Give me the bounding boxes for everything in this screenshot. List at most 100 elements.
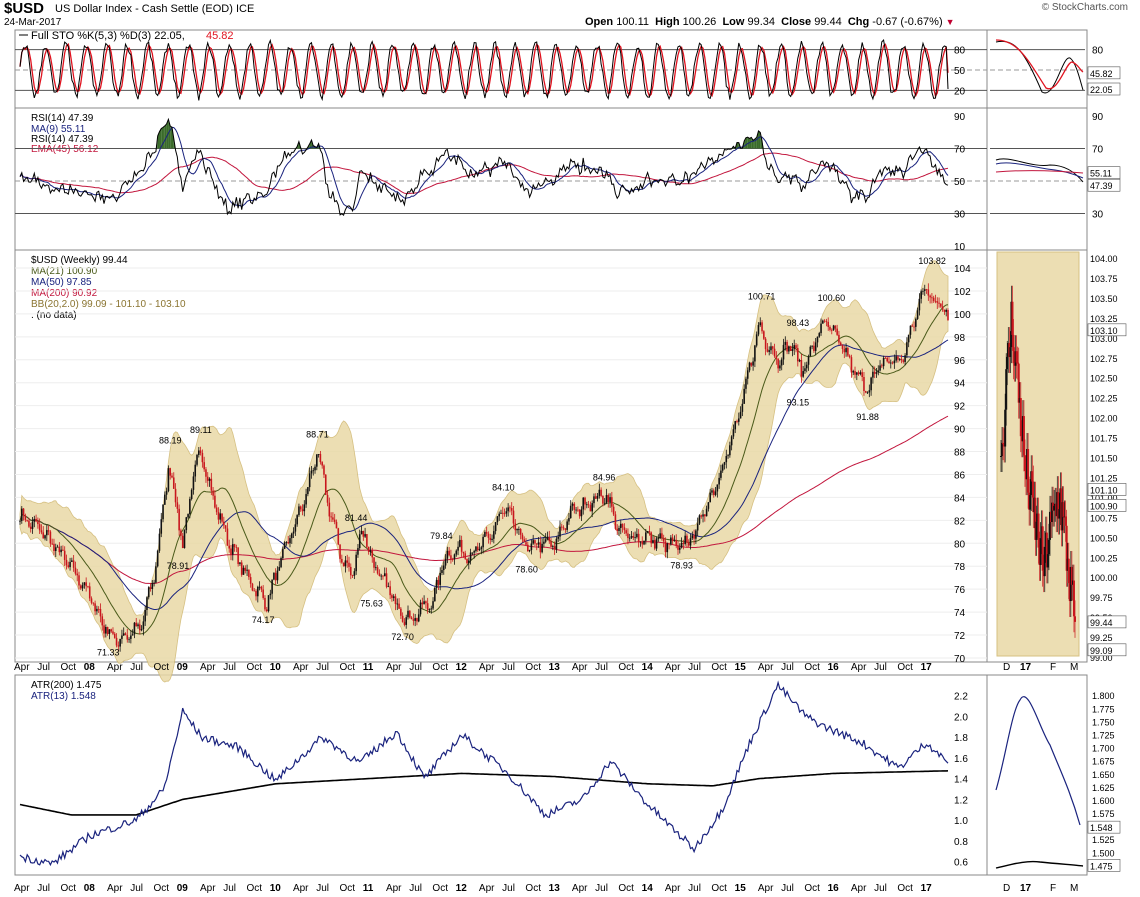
ohlc-summary: Open 100.11 High 100.26 Low 99.34 Close …: [585, 16, 955, 28]
inset-candle-body: [1062, 502, 1065, 518]
candle-body: [636, 533, 638, 538]
x-tick-price: Apr: [758, 662, 774, 673]
candle-body: [196, 454, 198, 465]
candle-body: [566, 521, 568, 530]
price-legend-title: $USD (Weekly) 99.44: [31, 255, 128, 266]
candle-body: [884, 357, 887, 359]
x-tick-price: Jul: [37, 662, 50, 673]
candle-body: [473, 551, 475, 553]
atr-y-tick: 1.4: [954, 775, 968, 786]
candle-body: [348, 562, 350, 567]
rsi-inset-ma: [995, 162, 1084, 179]
candle-body: [201, 452, 204, 463]
candle-body: [594, 496, 597, 499]
rsi-inset-line: [995, 158, 1084, 183]
inset-candle-body: [1065, 525, 1068, 571]
price-legend-ma21: MA(21) 100.90: [31, 266, 98, 277]
candle-body: [541, 543, 543, 553]
candle-body: [553, 546, 556, 550]
candle-body: [246, 569, 248, 571]
inset-y-tick: 104.00: [1090, 254, 1118, 264]
candle-body: [303, 504, 306, 512]
inset-candle-body: [1013, 363, 1016, 366]
inset-y-tick: 100.00: [1090, 573, 1118, 583]
candle-body: [729, 445, 731, 456]
x-tick-atr: Oct: [60, 883, 76, 894]
candle-body: [637, 533, 640, 543]
x-tick-price: 14: [642, 662, 654, 673]
rsi-ema-line: [19, 152, 949, 195]
candle-body: [746, 370, 749, 379]
candle-body: [501, 512, 504, 514]
candle-body: [666, 543, 669, 553]
candle-body: [916, 310, 919, 319]
candle-body: [627, 533, 629, 539]
inset-candle-body: [1046, 554, 1049, 568]
atr-inset-tick: 1.725: [1092, 731, 1115, 741]
candle-body: [360, 530, 363, 535]
price-y-tick: 90: [954, 425, 966, 436]
price-legend-ma200: MA(200) 90.92: [31, 288, 98, 299]
candle-body: [387, 586, 390, 588]
inset-candle-body: [1008, 342, 1011, 358]
high-value: 100.26: [682, 16, 717, 28]
x-tick-atr: Jul: [316, 883, 329, 894]
rsi-overbought-fill: [737, 142, 739, 149]
candle-body: [221, 513, 223, 522]
candle-body: [568, 518, 570, 522]
x-tick-atr: Oct: [339, 883, 355, 894]
candle-body: [770, 346, 772, 351]
atr-inset-tick: 1.625: [1092, 783, 1115, 793]
candle-body: [904, 355, 906, 362]
candle-body: [698, 515, 701, 524]
price-annotation-88.71: 88.71: [306, 429, 329, 439]
candle-body: [648, 531, 651, 533]
inset-y-tick: 100.25: [1090, 553, 1118, 563]
inset-candle-body: [1010, 301, 1013, 348]
candle-body: [882, 357, 885, 367]
candle-body: [510, 508, 513, 511]
candle-body: [873, 371, 876, 374]
candle-body: [160, 519, 163, 534]
x-tick-price: Oct: [153, 662, 169, 673]
x-tick-price: Jul: [316, 662, 329, 673]
candle-body: [274, 572, 277, 581]
x-tick-atr: Apr: [479, 883, 495, 894]
candle-body: [183, 530, 186, 549]
sto-inset-badge-text: 22.05: [1090, 85, 1113, 95]
candle-body: [158, 533, 161, 551]
candle-body: [736, 421, 738, 422]
candle-body: [278, 567, 281, 571]
candle-body: [773, 348, 776, 357]
candle-body: [76, 573, 79, 576]
candle-body: [929, 295, 931, 298]
candle-body: [671, 537, 674, 542]
candle-body: [913, 326, 915, 328]
candle-body: [509, 507, 511, 509]
inset-candle-body: [1051, 502, 1054, 522]
candle-body: [324, 474, 327, 495]
candle-body: [677, 545, 679, 550]
candle-body: [932, 297, 935, 301]
x-tick-price: 17: [921, 662, 933, 673]
candle-body: [410, 617, 413, 620]
price-y-tick: 80: [954, 539, 966, 550]
inset-candle-body: [1047, 539, 1050, 555]
low-value: 99.34: [747, 16, 776, 28]
candle-body: [725, 456, 728, 463]
candle-body: [881, 365, 883, 367]
candle-body: [857, 372, 860, 375]
candle-body: [763, 331, 765, 339]
candle-body: [487, 533, 490, 538]
candle-body: [732, 429, 735, 437]
candle-body: [791, 349, 794, 351]
candle-body: [879, 365, 881, 371]
candle-body: [911, 325, 914, 327]
candle-body: [750, 362, 753, 366]
candle-body: [668, 543, 670, 545]
x-tick-inset-atr: D: [1003, 883, 1010, 894]
x-tick-atr: Apr: [293, 883, 309, 894]
candle-body: [854, 371, 856, 375]
x-tick-atr: Jul: [223, 883, 236, 894]
sto-legend-d-value: 45.82: [206, 30, 234, 42]
